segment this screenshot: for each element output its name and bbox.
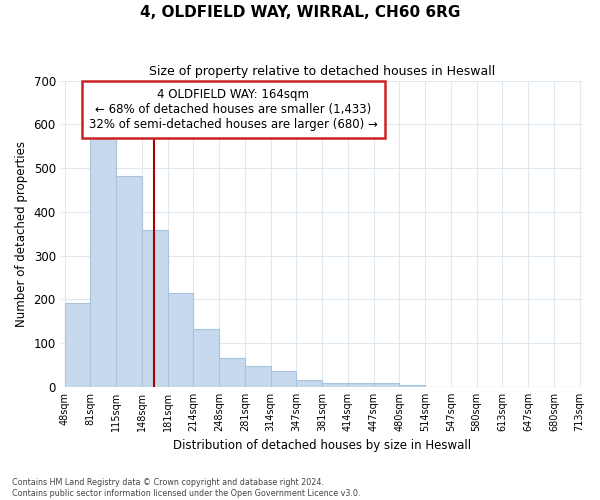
Bar — [167, 294, 193, 387]
Bar — [193, 328, 220, 387]
Bar — [142, 230, 167, 387]
Text: 4 OLDFIELD WAY: 164sqm
← 68% of detached houses are smaller (1,433)
32% of semi-: 4 OLDFIELD WAY: 164sqm ← 68% of detached… — [89, 88, 377, 131]
Bar — [220, 358, 245, 387]
Bar — [348, 384, 374, 387]
Bar — [65, 303, 90, 387]
Text: 4, OLDFIELD WAY, WIRRAL, CH60 6RG: 4, OLDFIELD WAY, WIRRAL, CH60 6RG — [140, 5, 460, 20]
Bar — [245, 366, 271, 387]
Title: Size of property relative to detached houses in Heswall: Size of property relative to detached ho… — [149, 65, 495, 78]
Bar — [90, 133, 116, 387]
Text: Contains HM Land Registry data © Crown copyright and database right 2024.
Contai: Contains HM Land Registry data © Crown c… — [12, 478, 361, 498]
Bar — [116, 176, 142, 387]
Bar — [399, 384, 425, 387]
Bar — [296, 380, 322, 387]
Bar — [322, 382, 348, 387]
Y-axis label: Number of detached properties: Number of detached properties — [15, 140, 28, 326]
X-axis label: Distribution of detached houses by size in Heswall: Distribution of detached houses by size … — [173, 440, 471, 452]
Bar — [271, 371, 296, 387]
Bar — [374, 382, 399, 387]
